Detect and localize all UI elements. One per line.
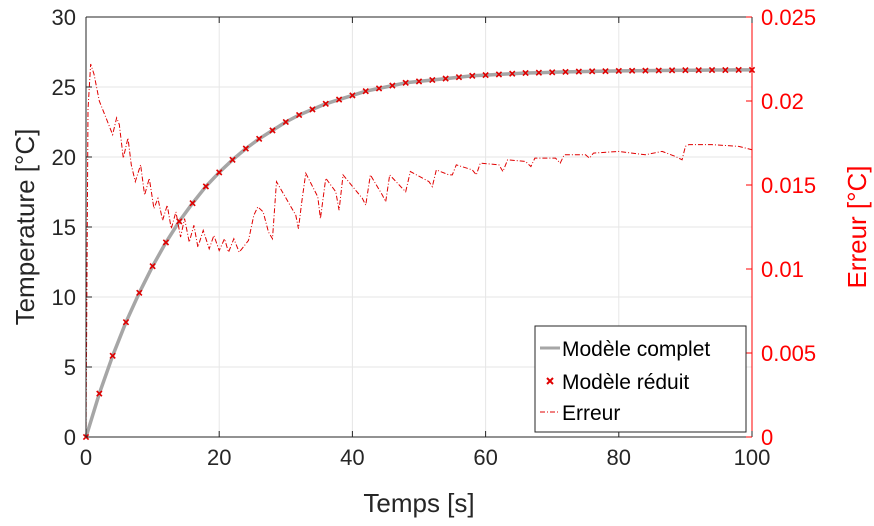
data-point-reduit bbox=[682, 67, 689, 74]
y-right-tick-label: 0.015 bbox=[761, 173, 816, 198]
data-point-reduit bbox=[522, 69, 529, 77]
y-right-tick-label: 0 bbox=[761, 425, 773, 450]
data-point-reduit bbox=[96, 390, 103, 397]
data-point-reduit bbox=[242, 145, 250, 152]
data-point-reduit bbox=[202, 183, 210, 190]
data-point-reduit bbox=[415, 78, 423, 85]
y-left-tick-label: 10 bbox=[52, 285, 76, 310]
data-point-reduit bbox=[389, 82, 396, 89]
data-point-reduit bbox=[509, 70, 516, 77]
data-point-reduit bbox=[668, 67, 676, 74]
data-point-reduit bbox=[549, 69, 556, 76]
legend-label-erreur: Erreur bbox=[562, 402, 620, 425]
data-point-reduit bbox=[722, 66, 729, 74]
legend: Modèle complet Modèle réduit Erreur bbox=[534, 325, 747, 433]
data-point-reduit bbox=[575, 68, 583, 75]
data-point-reduit bbox=[495, 71, 503, 78]
data-point-reduit bbox=[176, 218, 183, 225]
data-point-reduit bbox=[362, 88, 369, 95]
data-point-reduit bbox=[122, 319, 130, 326]
data-point-reduit bbox=[109, 352, 116, 359]
data-point-reduit bbox=[535, 69, 543, 76]
data-point-reduit bbox=[628, 67, 636, 74]
data-point-reduit bbox=[295, 111, 303, 119]
data-point-reduit bbox=[655, 67, 662, 74]
y-right-tick-label: 0.025 bbox=[761, 5, 816, 30]
data-point-reduit bbox=[429, 76, 436, 84]
data-point-reduit bbox=[735, 66, 742, 74]
data-point-reduit bbox=[255, 135, 263, 142]
x-tick-label: 100 bbox=[734, 445, 771, 470]
legend-label-complet: Modèle complet bbox=[562, 338, 710, 361]
data-point-reduit bbox=[189, 200, 196, 207]
legend-label-reduit: Modèle réduit bbox=[562, 371, 689, 394]
y-right-axis-ticks: 0 0.005 0.01 0.015 0.02 0.025 bbox=[746, 5, 816, 450]
y-left-axis-ticks: 0 5 10 15 20 25 30 bbox=[52, 5, 92, 450]
x-axis-ticks: 0 20 40 60 80 100 bbox=[80, 17, 770, 470]
x-tick-label: 80 bbox=[607, 445, 631, 470]
y-left-tick-label: 5 bbox=[64, 355, 76, 380]
data-point-reduit bbox=[482, 71, 489, 79]
data-point-reduit bbox=[149, 263, 156, 270]
data-point-reduit bbox=[349, 92, 356, 99]
data-point-reduit bbox=[136, 289, 143, 296]
y-left-tick-label: 25 bbox=[52, 75, 76, 100]
legend-box bbox=[534, 325, 747, 433]
x-tick-label: 20 bbox=[207, 445, 231, 470]
y-left-tick-label: 0 bbox=[64, 425, 76, 450]
data-point-reduit bbox=[615, 67, 622, 75]
x-tick-label: 0 bbox=[80, 445, 92, 470]
y-right-tick-label: 0.005 bbox=[761, 341, 816, 366]
legend-swatch-reduit bbox=[546, 377, 554, 385]
data-point-reduit bbox=[375, 85, 383, 92]
data-point-reduit bbox=[642, 67, 649, 74]
data-point-reduit bbox=[335, 96, 343, 103]
data-point-reduit bbox=[708, 66, 716, 74]
y-right-tick-label: 0.01 bbox=[761, 257, 804, 282]
y-right-tick-label: 0.02 bbox=[761, 89, 804, 114]
y-left-axis-label: Temperature [°C] bbox=[10, 129, 40, 326]
data-point-reduit bbox=[562, 68, 569, 76]
y-right-axis-label: Erreur [°C] bbox=[842, 165, 872, 288]
data-point-reduit bbox=[695, 67, 702, 74]
data-point-reduit bbox=[442, 75, 449, 82]
data-point-reduit bbox=[282, 118, 289, 126]
x-tick-label: 60 bbox=[473, 445, 497, 470]
y-left-tick-label: 30 bbox=[52, 5, 76, 30]
data-point-reduit bbox=[229, 156, 236, 163]
series-line-erreur bbox=[85, 63, 753, 438]
data-point-reduit bbox=[216, 169, 223, 176]
x-axis-label: Temps [s] bbox=[363, 488, 474, 518]
data-point-reduit bbox=[269, 127, 276, 134]
data-point-reduit bbox=[402, 79, 409, 86]
grid-lines bbox=[85, 16, 753, 438]
data-point-reduit bbox=[455, 74, 463, 81]
data-point-reduit bbox=[322, 100, 329, 107]
data-point-reduit bbox=[309, 106, 316, 113]
data-point-reduit bbox=[602, 68, 609, 75]
data-point-reduit bbox=[588, 68, 596, 75]
x-tick-label: 40 bbox=[340, 445, 364, 470]
y-left-tick-label: 15 bbox=[52, 215, 76, 240]
y-left-tick-label: 20 bbox=[52, 145, 76, 170]
data-point-reduit bbox=[469, 72, 476, 79]
data-point-reduit bbox=[162, 239, 170, 246]
